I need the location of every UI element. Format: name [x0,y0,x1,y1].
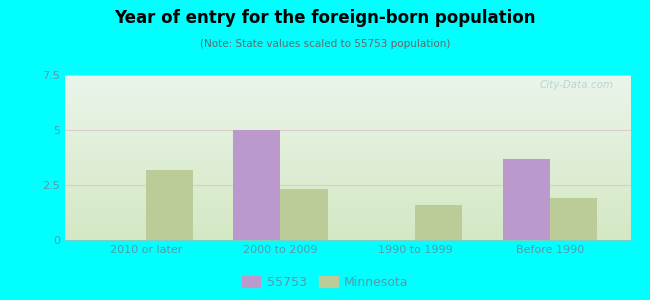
Bar [550,198,597,240]
Text: (Note: State values scaled to 55753 population): (Note: State values scaled to 55753 popu… [200,39,450,49]
Text: Year of entry for the foreign-born population: Year of entry for the foreign-born popul… [114,9,536,27]
Bar [146,169,193,240]
Bar [502,159,550,240]
Bar [415,205,462,240]
Text: City-Data.com: City-Data.com [540,80,614,90]
Bar [280,189,328,240]
Legend: 55753, Minnesota: 55753, Minnesota [237,271,413,294]
Bar [233,130,280,240]
